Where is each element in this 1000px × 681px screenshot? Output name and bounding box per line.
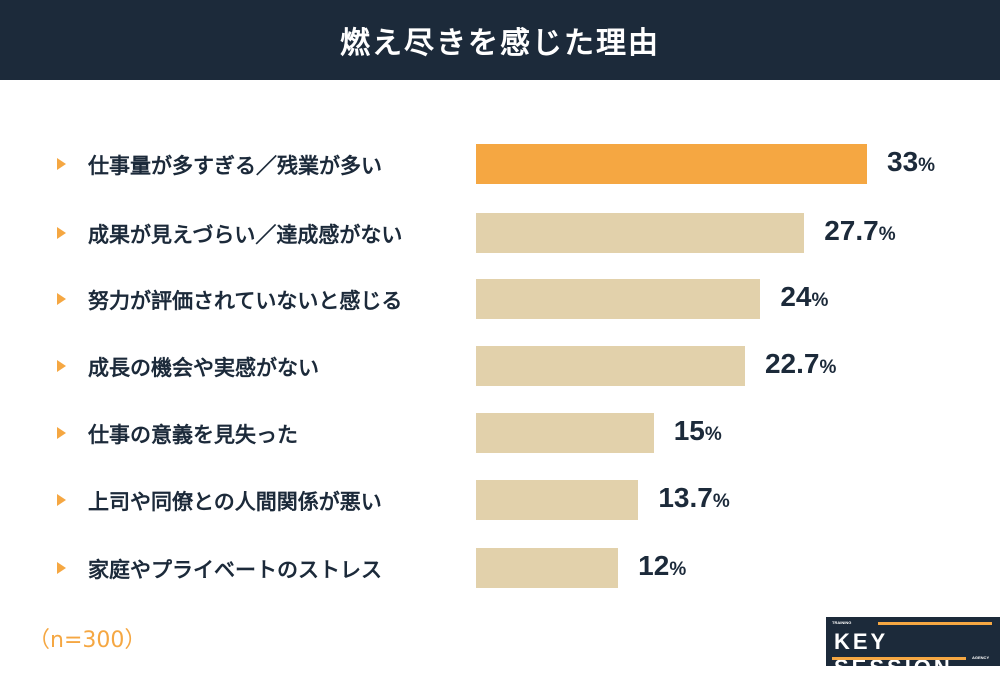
logo-line [878,622,992,625]
bar [476,144,867,184]
value-label: 33% [887,146,936,177]
category-label: 仕事量が多すぎる／残業が多い [88,154,382,178]
triangle-bullet-icon [57,227,66,239]
bar [476,346,745,386]
value-label: 12% [638,550,687,581]
logo-bottom-text: AGENCY [972,655,990,660]
bar [476,480,639,520]
bar-row: 成長の機会や実感がない 22.7% [0,344,1000,388]
bar-row: 成果が見えづらい／達成感がない 27.7% [0,211,1000,255]
chart-title: 燃え尽きを感じた理由 [340,26,660,61]
triangle-bullet-icon [57,562,66,574]
triangle-bullet-icon [57,360,66,372]
value-label: 27.7% [824,215,896,246]
category-label: 仕事の意義を見失った [88,423,298,447]
value-label: 15% [673,415,722,446]
sample-size-note: （n=300） [28,628,147,653]
logo-top-text: TRAINING [832,620,852,625]
category-label: 努力が評価されていないと感じる [88,289,403,313]
bar [476,213,805,253]
category-label: 上司や同僚との人間関係が悪い [88,490,382,514]
triangle-bullet-icon [57,494,66,506]
value-label: 22.7% [764,348,837,379]
bar-row: 仕事量が多すぎる／残業が多い 33% [0,142,1000,186]
triangle-bullet-icon [57,427,66,439]
category-label: 成長の機会や実感がない [88,356,319,380]
header: 燃え尽きを感じた理由 [0,0,1000,80]
triangle-bullet-icon [57,158,66,170]
category-label: 家庭やプライベートのストレス [88,558,382,582]
bar-row: 上司や同僚との人間関係が悪い 13.7% [0,478,1000,522]
bar-row: 家庭やプライベートのストレス 12% [0,546,1000,590]
triangle-bullet-icon [57,293,66,305]
logo-line [832,657,966,660]
bar [476,413,654,453]
category-label: 成果が見えづらい／達成感がない [88,223,403,247]
bar-row: 努力が評価されていないと感じる 24% [0,277,1000,321]
value-label: 24% [780,281,829,312]
bar-row: 仕事の意義を見失った 15% [0,411,1000,455]
bar [476,279,761,319]
bar [476,548,619,588]
value-label: 13.7% [658,482,730,513]
key-session-logo: TRAINING KEY SESSION AGENCY [826,617,1000,680]
